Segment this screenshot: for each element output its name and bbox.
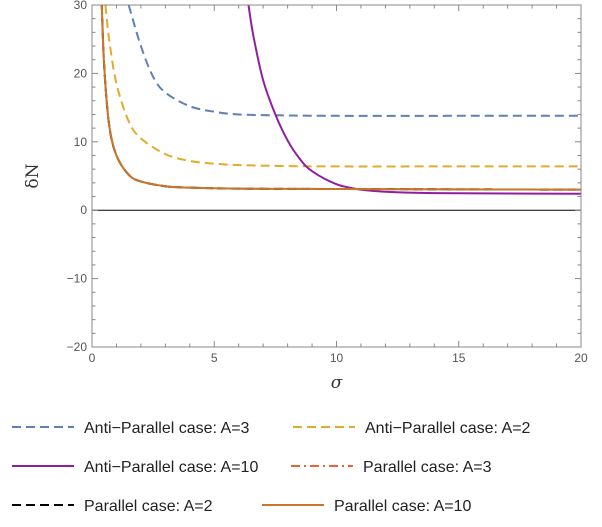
series-line-2: [104, 5, 581, 168]
x-tick-label: 5: [211, 351, 218, 365]
legend-label-4: Parallel case: A=3: [363, 459, 492, 476]
y-tick-label: 30: [74, 0, 88, 12]
x-axis-label: σ: [331, 373, 343, 393]
series-line-6: [100, 5, 581, 191]
plot-area: [92, 5, 581, 211]
legend-label-1: Anti−Parallel case: A=3: [84, 420, 250, 437]
y-tick-label: −10: [67, 272, 88, 286]
y-axis-label: δN: [23, 163, 43, 188]
axes: 0 5 10 15 20 −20 −10 0 10 20 30: [67, 0, 588, 365]
series-group: [92, 5, 581, 211]
series-line-3: [247, 5, 581, 195]
y-tick-label: 10: [74, 135, 88, 149]
x-tick-label: 15: [452, 351, 466, 365]
x-tick-label: 10: [330, 351, 344, 365]
x-tick-label: 0: [89, 351, 96, 365]
y-tick-label: 20: [74, 66, 88, 80]
legend: Anti−Parallel case: A=3 Anti−Parallel cas…: [12, 420, 531, 515]
legend-label-2: Anti−Parallel case: A=2: [365, 420, 531, 437]
series-line-1: [127, 5, 581, 117]
y-tick-label: −20: [67, 340, 88, 354]
legend-label-5: Parallel case: A=2: [84, 498, 213, 515]
legend-label-6: Parallel case: A=10: [334, 498, 472, 515]
x-tick-label: 20: [574, 351, 588, 365]
y-tick-label: 0: [80, 203, 87, 217]
plot-frame: [91, 4, 582, 348]
legend-label-3: Anti−Parallel case: A=10: [84, 459, 258, 476]
